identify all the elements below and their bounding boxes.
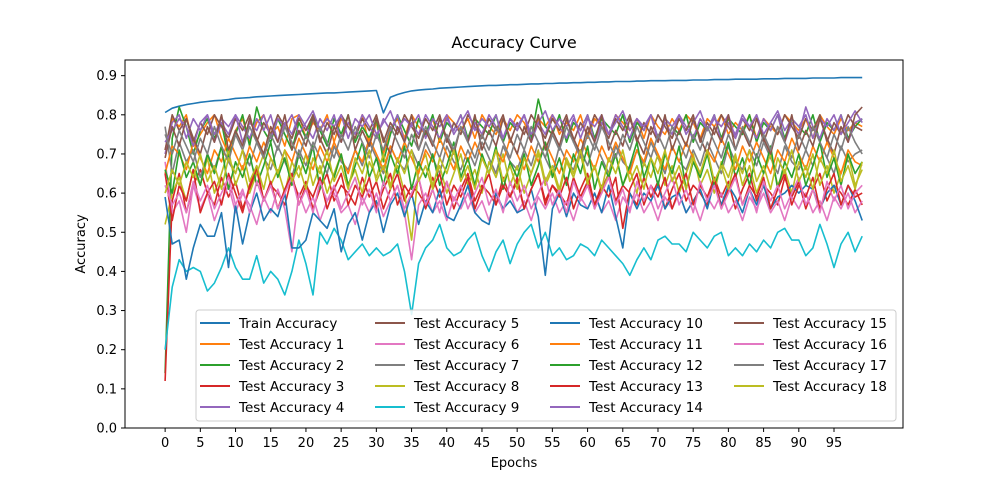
- x-tick-label: 95: [826, 436, 843, 451]
- y-tick-label: 0.4: [96, 265, 117, 280]
- legend-entry-label: Test Accuracy 2: [238, 358, 344, 374]
- x-tick-label: 80: [720, 436, 737, 451]
- y-tick-label: 0.8: [96, 108, 117, 123]
- series-line-14: [164, 110, 863, 147]
- legend: Train Accuracy Test Accuracy 1 Test Accura…: [195, 309, 897, 422]
- x-tick-label: 50: [509, 436, 526, 451]
- legend-entry-label: Test Accuracy 13: [588, 379, 703, 395]
- x-tick-label: 90: [791, 436, 808, 451]
- x-tick-label: 0: [161, 436, 169, 451]
- legend-entry-label: Test Accuracy 17: [772, 358, 887, 374]
- y-tick-label: 0.3: [96, 304, 117, 319]
- legend-entry-label: Test Accuracy 18: [772, 379, 887, 395]
- x-tick-label: 55: [544, 436, 561, 451]
- x-tick-label: 35: [403, 436, 420, 451]
- x-tick-label: 85: [755, 436, 772, 451]
- x-tick-label: 5: [196, 436, 204, 451]
- series-line-12: [164, 141, 863, 194]
- chart-title: Accuracy Curve: [451, 33, 576, 52]
- y-tick-label: 0.0: [96, 422, 117, 437]
- legend-entry-label: Test Accuracy 8: [413, 379, 519, 395]
- legend-entry-label: Test Accuracy 6: [413, 337, 519, 353]
- legend-entry-label: Test Accuracy 15: [772, 316, 887, 332]
- legend-entry-label: Test Accuracy 14: [588, 400, 703, 416]
- x-tick-label: 60: [579, 436, 596, 451]
- legend-entry-label: Test Accuracy 9: [413, 400, 519, 416]
- x-axis: 0 5 10 15 20 25 30 35 40 45 50 55 60 65 70 75 80 85 90 95: [161, 428, 842, 451]
- x-tick-label: 40: [438, 436, 455, 451]
- legend-entry-label: Test Accuracy 11: [588, 337, 703, 353]
- x-tick-label: 30: [368, 436, 385, 451]
- x-tick-label: 65: [615, 436, 632, 451]
- series-line-9: [164, 223, 863, 350]
- y-tick-label: 0.2: [96, 343, 117, 358]
- legend-entry-label: Test Accuracy 10: [588, 316, 703, 332]
- x-axis-label: Epochs: [491, 456, 538, 471]
- series-line-4: [164, 106, 863, 155]
- legend-entry-label: Train Accuracy: [238, 316, 337, 332]
- x-tick-label: 10: [227, 436, 244, 451]
- x-tick-label: 75: [685, 436, 702, 451]
- legend-entry-label: Test Accuracy 12: [588, 358, 703, 374]
- axes-frame: [124, 59, 904, 429]
- legend-entry-label: Test Accuracy 1: [238, 337, 344, 353]
- legend-box: [195, 309, 897, 422]
- x-tick-label: 70: [650, 436, 667, 451]
- legend-entry-label: Test Accuracy 16: [772, 337, 887, 353]
- series-line-17: [164, 125, 863, 163]
- x-tick-label: 20: [298, 436, 315, 451]
- x-tick-label: 15: [262, 436, 279, 451]
- y-axis-label: Accuracy: [74, 214, 89, 274]
- y-axis: 0.0 0.1 0.2 0.3 0.4 0.5 0.6 0.7 0.8 0.9: [96, 69, 125, 437]
- legend-entry-label: Test Accuracy 5: [413, 316, 519, 332]
- series-line-10: [164, 180, 863, 281]
- y-tick-label: 0.9: [96, 69, 117, 84]
- series-layer: [164, 76, 863, 382]
- legend-entry-label: Test Accuracy 3: [238, 379, 344, 395]
- series-line-18: [164, 149, 863, 194]
- y-tick-label: 0.1: [96, 382, 117, 397]
- series-line-16: [164, 176, 863, 214]
- x-tick-label: 45: [474, 436, 491, 451]
- x-tick-label: 25: [333, 436, 350, 451]
- series-line-0: [164, 76, 863, 114]
- plot-area: 0 5 10 15 20 25 30 35 40 45 50 55 60 65 70 75 80 85 90 95 0…: [96, 59, 904, 451]
- legend-entry-label: Test Accuracy 4: [238, 400, 344, 416]
- y-tick-label: 0.6: [96, 187, 117, 202]
- y-tick-label: 0.7: [96, 147, 117, 162]
- y-tick-label: 0.5: [96, 226, 117, 241]
- legend-entry-label: Test Accuracy 7: [413, 358, 519, 374]
- series-line-5: [164, 114, 863, 151]
